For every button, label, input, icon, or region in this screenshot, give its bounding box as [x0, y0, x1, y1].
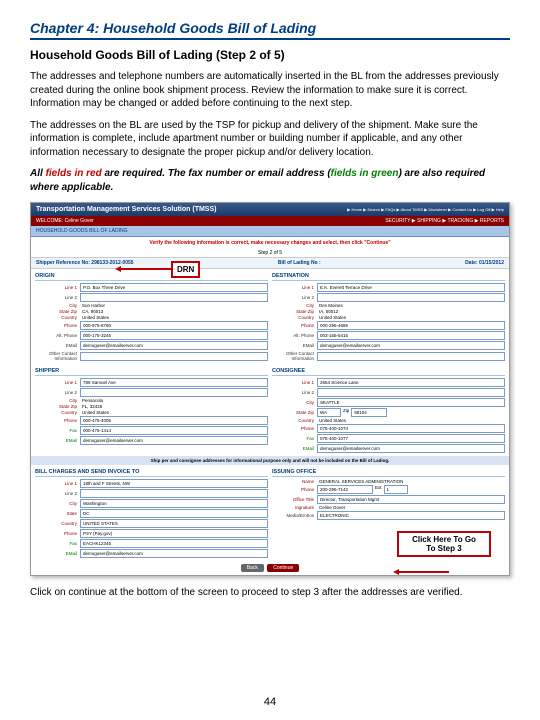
- dest-line2[interactable]: [317, 293, 505, 302]
- tmss-welcome-bar: WELCOME: Celine Gover SECURITY ▶ SHIPPIN…: [31, 216, 509, 226]
- tmss-banner: Transportation Management Services Solut…: [31, 203, 509, 216]
- origin-line2[interactable]: [80, 293, 268, 302]
- bl-header: Shipper Reference No: 298133-2012-0055 B…: [31, 257, 509, 269]
- tmss-screenshot: Transportation Management Services Solut…: [30, 202, 510, 576]
- dest-contact[interactable]: [317, 352, 505, 361]
- fields-in-red: fields in red: [46, 168, 102, 179]
- tmss-tabs[interactable]: HOUSEHOLD GOODS BILL OF LADING: [31, 226, 509, 237]
- page-number: 44: [0, 696, 540, 708]
- footnote: Ship per and consignee addresses for inf…: [31, 456, 509, 465]
- fields-in-green: fields in green: [331, 168, 399, 179]
- step3-callout: Click Here To Go To Step 3: [397, 531, 491, 557]
- origin-destination-block: ORIGIN Line 1P.O. Box Three Drive Line 2…: [31, 269, 509, 364]
- dest-phone[interactable]: 000-295-4686: [317, 321, 505, 330]
- required-note: All fields in red are required. The fax …: [30, 167, 510, 194]
- drn-callout: DRN: [171, 261, 200, 278]
- paragraph-2: The addresses on the BL are used by the …: [30, 119, 510, 160]
- tmss-nav-links[interactable]: ▶ Home ▶ Search ▶ FAQs ▶ About TMSS ▶ Di…: [347, 207, 504, 212]
- origin-column: ORIGIN Line 1P.O. Box Three Drive Line 2…: [35, 271, 268, 362]
- shipper-consignee-block: SHIPPER Line 1789 Samuel Ave Line 2 City…: [31, 364, 509, 456]
- billto-column: BILL CHARGES AND SEND INVOICE TO Line 11…: [35, 467, 268, 559]
- origin-contact[interactable]: [80, 352, 268, 361]
- origin-email[interactable]: demoguser@emailserver.com: [80, 341, 268, 350]
- tmss-instruction: Verify the following information is corr…: [31, 237, 509, 249]
- continue-button[interactable]: Continue: [267, 564, 299, 572]
- dest-email[interactable]: demoguser@emailserver.com: [317, 341, 505, 350]
- destination-column: DESTINATION Line 1E.K. Everett Terrace D…: [272, 271, 505, 362]
- back-button[interactable]: Back: [241, 564, 264, 572]
- origin-altphone[interactable]: 000-175-3245: [80, 331, 268, 340]
- shipper-column: SHIPPER Line 1789 Samuel Ave Line 2 City…: [35, 366, 268, 454]
- paragraph-1: The addresses and telephone numbers are …: [30, 70, 510, 111]
- dest-altphone[interactable]: 003-155-5415: [317, 331, 505, 340]
- section-title: Household Goods Bill of Lading (Step 2 o…: [30, 48, 510, 62]
- tmss-step: Step 2 of 5: [31, 249, 509, 257]
- dest-line1[interactable]: E.K. Everett Terrace Drive: [317, 283, 505, 292]
- consignee-column: CONSIGNEE Line 12654 Science Lane Line 2…: [272, 366, 505, 454]
- tmss-title: Transportation Management Services Solut…: [36, 206, 216, 213]
- origin-line1[interactable]: P.O. Box Three Drive: [80, 283, 268, 292]
- closing-paragraph: Click on continue at the bottom of the s…: [30, 586, 510, 600]
- origin-phone[interactable]: 000-975-8780: [80, 321, 268, 330]
- chapter-title: Chapter 4: Household Goods Bill of Ladin…: [30, 20, 510, 40]
